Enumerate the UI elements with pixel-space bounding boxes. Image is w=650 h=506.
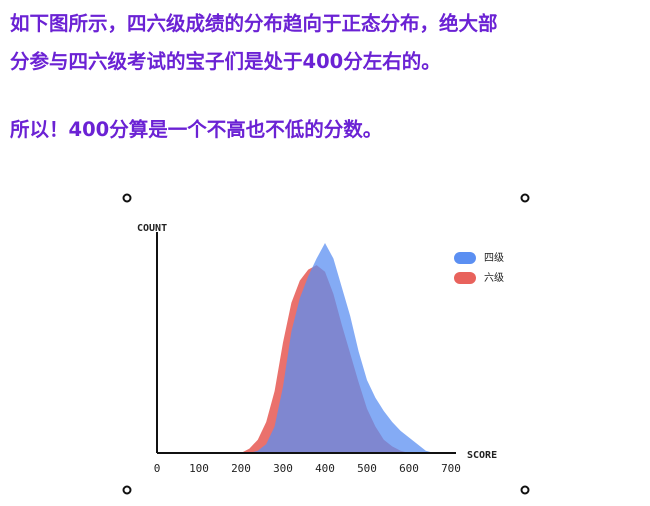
legend-swatch <box>454 252 476 264</box>
x-tick-label: 0 <box>154 462 161 475</box>
y-axis-label: COUNT <box>137 223 167 234</box>
plot <box>241 243 435 453</box>
text-line: 所以！400分算是一个不高也不低的分数。 <box>10 118 383 141</box>
x-tick-label: 400 <box>315 462 335 475</box>
x-tick-label: 700 <box>441 462 461 475</box>
x-tick-label: 300 <box>273 462 293 475</box>
corner-handles <box>122 193 530 495</box>
area <box>241 243 435 453</box>
text-line: 如下图所示，四六级成绩的分布趋向于正态分布，绝大部 <box>10 12 498 35</box>
x-tick-label: 200 <box>231 462 251 475</box>
x-tick-label: 600 <box>399 462 419 475</box>
legend-swatch <box>454 272 476 284</box>
x-axis-label: SCORE <box>467 450 497 461</box>
legend-label: 六级 <box>484 272 504 284</box>
text-line: 分参与四六级考试的宝子们是处于400分左右的。 <box>10 50 441 73</box>
legend-label: 四级 <box>484 252 504 264</box>
x-tick-label: 100 <box>189 462 209 475</box>
x-tick-label: 500 <box>357 462 377 475</box>
